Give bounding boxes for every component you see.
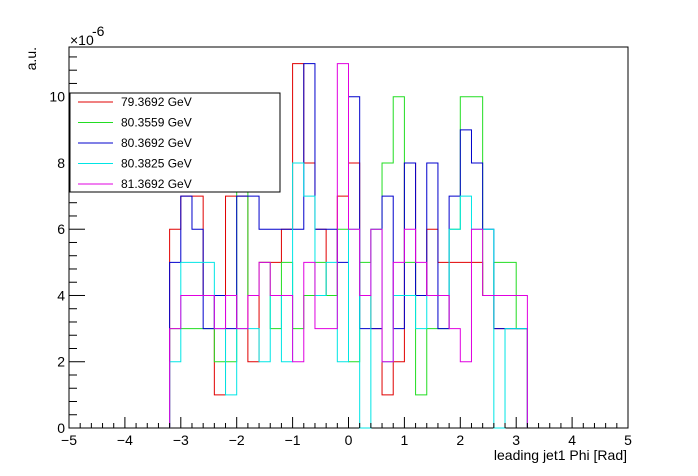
x-axis-title: leading jet1 Phi [Rad]: [494, 447, 627, 463]
x-tick-label: 5: [624, 432, 632, 448]
x-tick-label: −2: [229, 432, 245, 448]
histogram-series-4: [169, 162, 528, 429]
x-tick-label: 3: [512, 432, 520, 448]
y-axis-exponent: -6: [92, 23, 105, 39]
legend-label-2: 80.3559 GeV: [121, 116, 192, 130]
y-tick-label: 6: [57, 221, 65, 237]
legend: 79.3692 GeV 80.3559 GeV 80.3692 GeV 80.3825…: [69, 92, 281, 193]
x-tick-label: 1: [401, 432, 409, 448]
y-tick-label: 8: [57, 155, 65, 171]
x-tick-label: −5: [61, 432, 77, 448]
x-tick-label: −3: [173, 432, 189, 448]
legend-label-4: 80.3825 GeV: [121, 157, 192, 171]
histogram-series-5: [169, 63, 528, 428]
y-tick-label: 0: [57, 420, 65, 436]
x-axis-ticks: −5 −4 −3 −2 −1 0 1 2 3 4 5: [61, 417, 632, 448]
y-tick-label: 4: [57, 287, 65, 303]
legend-label-1: 79.3692 GeV: [121, 95, 192, 109]
x-tick-label: 2: [456, 432, 464, 448]
x-tick-label: −4: [117, 432, 133, 448]
legend-label-5: 81.3692 GeV: [121, 177, 192, 191]
y-axis-exponent-base: ×10: [70, 32, 94, 48]
x-tick-label: −1: [285, 432, 301, 448]
y-tick-label: 2: [57, 354, 65, 370]
y-tick-label: 10: [49, 89, 65, 105]
histogram-series-3: [169, 63, 528, 428]
x-tick-label: 4: [568, 432, 576, 448]
y-axis-title: a.u.: [23, 47, 39, 70]
legend-label-3: 80.3692 GeV: [121, 136, 192, 150]
x-tick-label: 0: [345, 432, 353, 448]
